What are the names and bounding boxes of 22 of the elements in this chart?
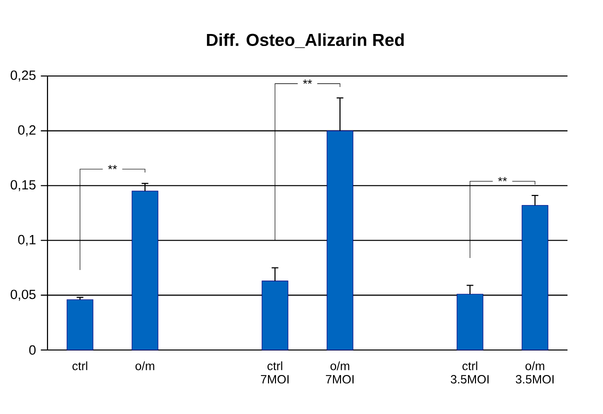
y-tick-label: 0 [29, 345, 36, 355]
x-tick-label: o/m 7MOI [326, 361, 354, 384]
y-tick-label: 0,1 [18, 234, 36, 246]
y-tick-label: 0,05 [10, 290, 36, 301]
x-tick-label: ctrl [72, 361, 88, 370]
bar [326, 130, 354, 350]
bar [262, 280, 288, 350]
y-tick-label: 0,15 [10, 180, 36, 192]
annotation: ** [303, 80, 312, 84]
x-tick-label: o/m [136, 361, 154, 370]
y-tick-label: 0,25 [10, 70, 36, 82]
chart-title: Diff. Osteo_Alizarin Red [206, 33, 404, 48]
bar [66, 299, 94, 350]
y-tick-label: 0,2 [18, 125, 36, 136]
bar [522, 205, 548, 350]
x-tick-label: ctrl 3.5MOI [450, 361, 489, 384]
annotation: ** [108, 165, 117, 170]
x-tick-label: o/m 3.5MOI [516, 361, 554, 384]
annotation: ** [498, 177, 507, 182]
x-tick-label: ctrl 7MOI [260, 361, 289, 384]
bar [456, 294, 484, 350]
bar [132, 190, 158, 350]
